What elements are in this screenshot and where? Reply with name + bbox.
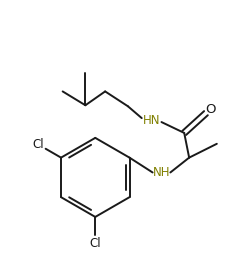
Text: Cl: Cl [89,237,101,250]
Text: HN: HN [143,114,160,126]
Text: NH: NH [153,166,170,179]
Text: O: O [206,103,216,116]
Text: Cl: Cl [32,138,44,151]
